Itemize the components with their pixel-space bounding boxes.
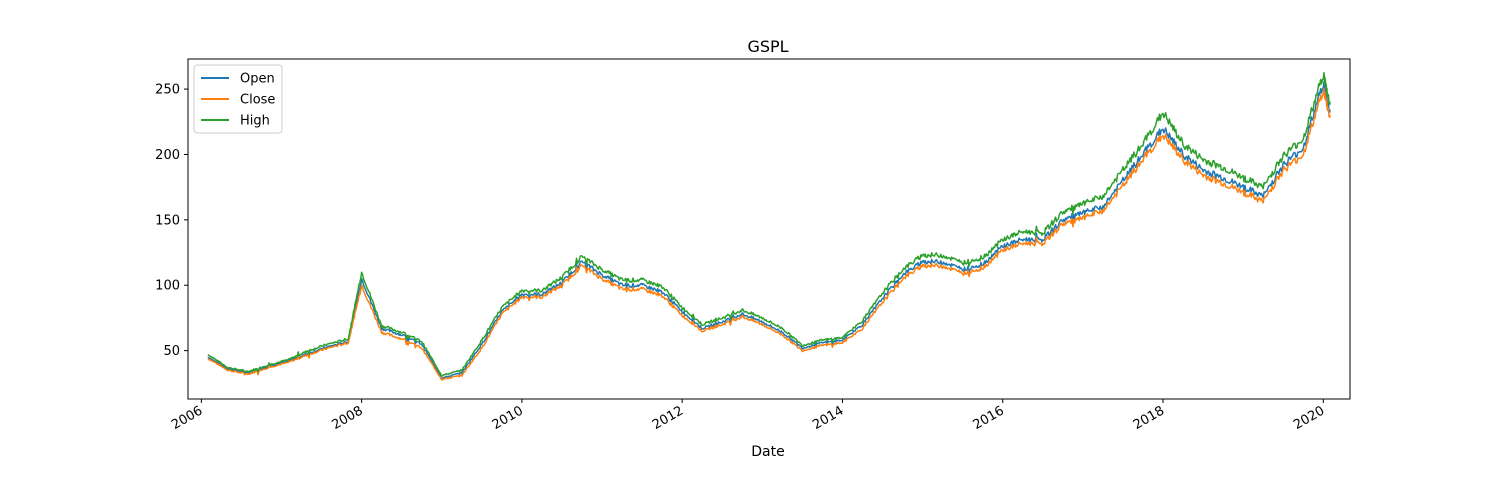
x-axis: 2006 2008 2010 2012 2014 2016 2018 2020 (169, 399, 1327, 433)
y-tick-label: 100 (155, 279, 180, 294)
legend-label-close: Close (240, 93, 275, 108)
legend-label-high: High (240, 114, 270, 129)
y-tick-label: 150 (155, 213, 180, 228)
series-line-close (207, 87, 1331, 381)
x-tick-label: 2016 (971, 403, 1007, 433)
legend: Open Close High (193, 64, 283, 134)
x-axis-title: Date (751, 444, 784, 460)
y-tick-label: 200 (155, 148, 180, 163)
x-tick-label: 2012 (650, 403, 686, 433)
legend-label-open: Open (240, 72, 275, 87)
series-line-high (207, 71, 1331, 377)
series-line-open (207, 81, 1331, 380)
x-tick-label: 2014 (810, 403, 846, 433)
plot-area (207, 71, 1331, 381)
x-tick-label: 2020 (1291, 403, 1327, 433)
y-tick-label: 250 (155, 83, 180, 98)
y-axis: 50 100 150 200 250 (155, 83, 188, 359)
legend-box (193, 64, 283, 134)
y-tick-label: 50 (163, 344, 180, 359)
x-tick-label: 2018 (1131, 403, 1167, 433)
x-tick-label: 2006 (169, 403, 205, 433)
chart-title: GSPL (747, 37, 788, 56)
x-tick-label: 2008 (329, 403, 365, 433)
x-tick-label: 2010 (490, 403, 526, 433)
plot-frame (187, 58, 1351, 400)
